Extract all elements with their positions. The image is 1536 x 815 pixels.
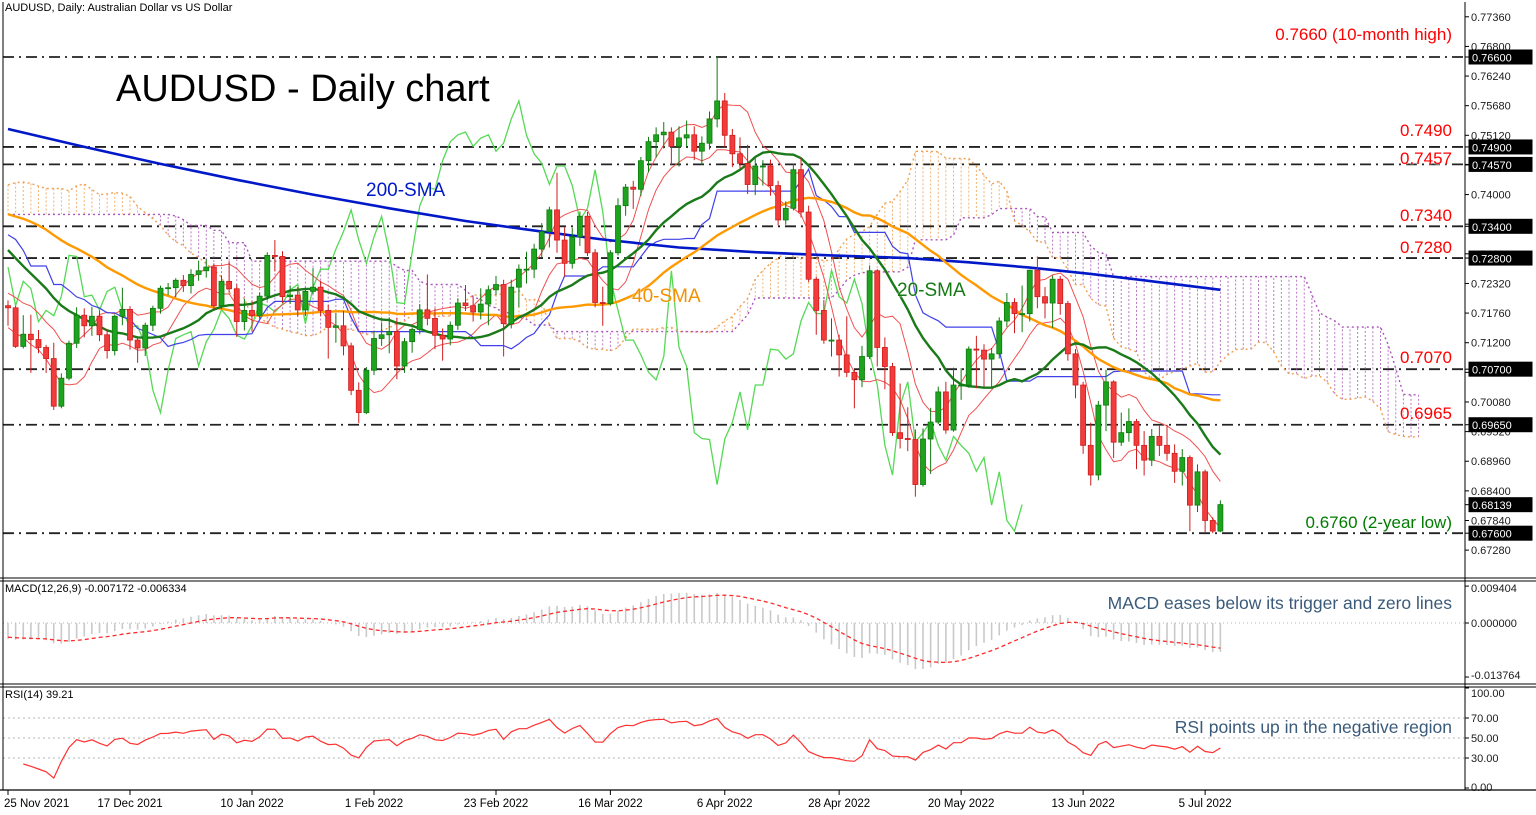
macd-indicator-label: MACD(12,26,9) -0.007172 -0.006334 [5, 583, 187, 595]
svg-text:0.74000: 0.74000 [1471, 190, 1511, 202]
svg-text:6 Apr 2022: 6 Apr 2022 [697, 798, 753, 810]
ichimoku-cloud [7, 150, 1420, 438]
svg-text:0.68139: 0.68139 [1472, 500, 1512, 512]
pane-borders [0, 2, 1536, 790]
svg-text:0.67600: 0.67600 [1472, 529, 1512, 541]
svg-text:0.72320: 0.72320 [1471, 278, 1511, 290]
svg-text:100.00: 100.00 [1471, 688, 1505, 700]
chart-title[interactable]: AUDUSD - Daily chart [116, 68, 490, 110]
level-label-0.7490[interactable]: 0.7490 [1400, 121, 1452, 140]
candles-layer [5, 56, 1224, 534]
level-label-0.7340[interactable]: 0.7340 [1400, 206, 1452, 225]
chikou-span [7, 98, 1023, 533]
sma40-line [7, 196, 1221, 402]
svg-text:5 Jul 2022: 5 Jul 2022 [1179, 798, 1232, 810]
svg-text:0.70700: 0.70700 [1472, 365, 1512, 377]
sma20-label[interactable]: 20-SMA [897, 280, 966, 301]
rsi-pane: 100.00 70.00 50.00 30.00 0.00 [3, 687, 1505, 794]
level-label-0.6760[interactable]: 0.6760 (2-year low) [1305, 513, 1452, 532]
rsi-annotation[interactable]: RSI points up in the negative region [1174, 717, 1452, 737]
svg-text:0.76600: 0.76600 [1472, 53, 1512, 65]
sma20-line [7, 150, 1222, 456]
sma200-label[interactable]: 200-SMA [366, 180, 446, 201]
svg-text:0.71200: 0.71200 [1471, 338, 1511, 350]
svg-text:17 Dec 2021: 17 Dec 2021 [97, 798, 162, 810]
svg-text:0.009404: 0.009404 [1471, 583, 1517, 595]
svg-text:0.70080: 0.70080 [1471, 397, 1511, 409]
svg-text:16 Mar 2022: 16 Mar 2022 [578, 798, 643, 810]
svg-text:30.00: 30.00 [1471, 753, 1499, 765]
svg-text:0.75120: 0.75120 [1471, 130, 1511, 142]
svg-text:0.77360: 0.77360 [1471, 12, 1511, 24]
svg-text:0.71760: 0.71760 [1471, 308, 1511, 320]
svg-text:0.74570: 0.74570 [1472, 160, 1512, 172]
svg-text:25 Nov 2021: 25 Nov 2021 [4, 798, 69, 810]
svg-text:0.72800: 0.72800 [1472, 254, 1512, 266]
svg-text:0.68400: 0.68400 [1471, 486, 1511, 498]
symbol-label: AUDUSD, Daily: Australian Dollar vs US D… [5, 2, 233, 14]
moving-averages [7, 127, 1222, 456]
price-axis-boxes: 0.76600 0.74900 0.74570 0.73400 0.72800 0.707… [1465, 49, 1533, 541]
svg-text:0.67280: 0.67280 [1471, 545, 1511, 557]
svg-text:1 Feb 2022: 1 Feb 2022 [345, 798, 403, 810]
level-label-0.7660[interactable]: 0.7660 (10-month high) [1275, 25, 1452, 44]
level-label-0.7457[interactable]: 0.7457 [1400, 149, 1452, 168]
svg-text:20 May 2022: 20 May 2022 [928, 798, 995, 810]
svg-text:10 Jan 2022: 10 Jan 2022 [220, 798, 283, 810]
svg-text:0.74900: 0.74900 [1472, 142, 1512, 154]
svg-text:0.69650: 0.69650 [1472, 420, 1512, 432]
level-label-0.7070[interactable]: 0.7070 [1400, 348, 1452, 367]
svg-text:28 Apr 2022: 28 Apr 2022 [808, 798, 870, 810]
svg-text:70.00: 70.00 [1471, 713, 1499, 725]
svg-text:23 Feb 2022: 23 Feb 2022 [464, 798, 529, 810]
svg-text:0.68960: 0.68960 [1471, 456, 1511, 468]
svg-text:0.73400: 0.73400 [1472, 222, 1512, 234]
level-label-0.7280[interactable]: 0.7280 [1400, 238, 1452, 257]
svg-text:13 Jun 2022: 13 Jun 2022 [1051, 798, 1114, 810]
level-label-0.6965[interactable]: 0.6965 [1400, 404, 1452, 423]
svg-text:0.000000: 0.000000 [1471, 618, 1517, 630]
macd-pane: 0.009404 0.000000 -0.013764 [3, 583, 1521, 682]
svg-text:0.76240: 0.76240 [1471, 71, 1511, 83]
macd-annotation[interactable]: MACD eases below its trigger and zero li… [1107, 593, 1452, 613]
svg-text:-0.013764: -0.013764 [1471, 670, 1521, 682]
sma200-line [7, 127, 1221, 292]
svg-text:0.00: 0.00 [1471, 782, 1492, 794]
svg-text:0.75680: 0.75680 [1471, 101, 1511, 113]
date-axis: 25 Nov 2021 17 Dec 2021 10 Jan 2022 1 Feb 2… [0, 789, 1536, 810]
sma40-label[interactable]: 40-SMA [632, 286, 701, 307]
rsi-indicator-label: RSI(14) 39.21 [5, 689, 74, 701]
svg-text:50.00: 50.00 [1471, 733, 1499, 745]
svg-text:0.67840: 0.67840 [1471, 515, 1511, 527]
